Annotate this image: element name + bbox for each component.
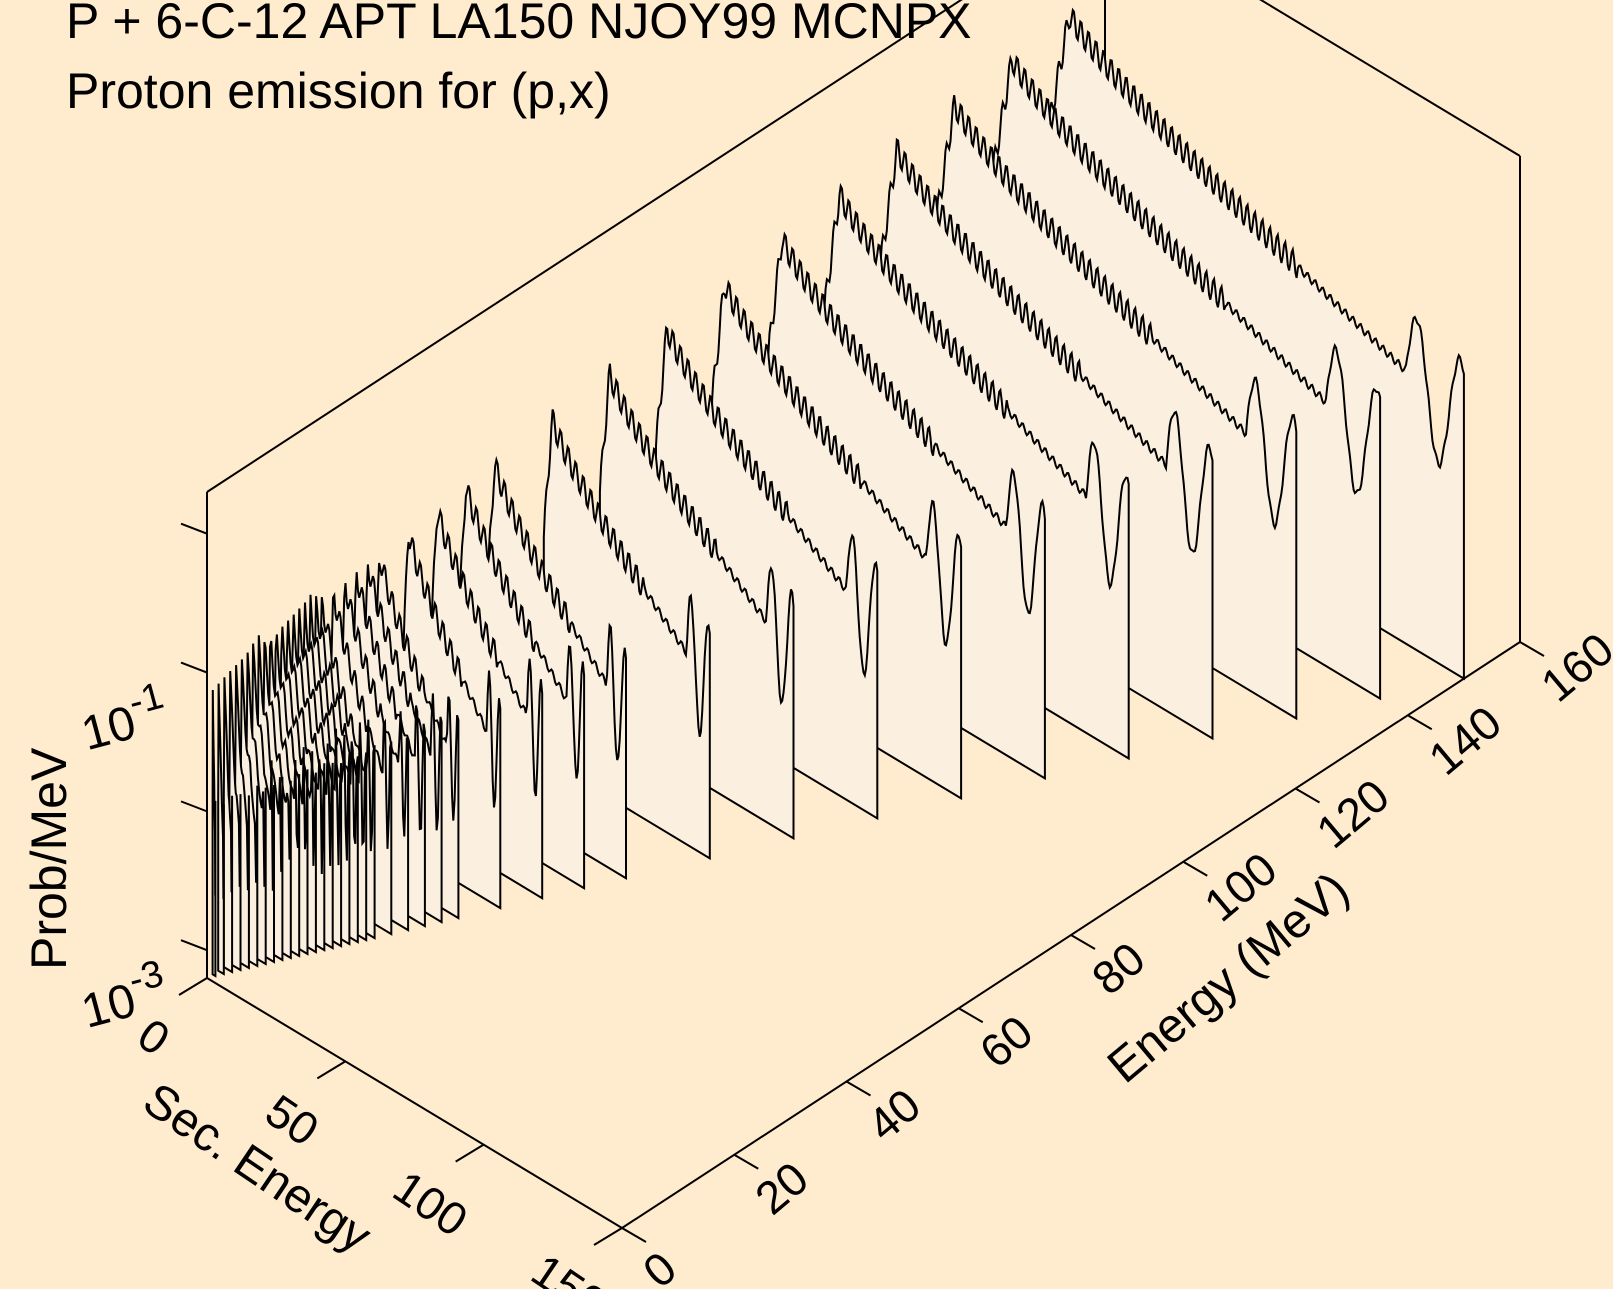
x-axis-line — [206, 977, 623, 1229]
y-tick-label: 60 — [970, 1005, 1043, 1078]
y-tick-label: 20 — [745, 1152, 818, 1225]
y-tick — [1070, 934, 1096, 950]
z-tick — [180, 661, 208, 674]
x-tick — [593, 1227, 623, 1246]
x-tick-label: 100 — [384, 1160, 477, 1246]
y-tick-label: 40 — [858, 1078, 931, 1151]
y-tick — [1519, 641, 1545, 657]
x-axis-label: Sec. Energy — [134, 1073, 380, 1263]
spectra-curves — [211, 7, 1465, 978]
y-tick — [958, 1007, 984, 1024]
spectrum-curve — [222, 677, 234, 974]
y-tick-label: 120 — [1307, 769, 1399, 858]
chart-subtitle: Proton emission for (p,x) — [66, 63, 611, 119]
x-tick — [455, 1143, 485, 1163]
y-tick — [1182, 860, 1208, 877]
x-tick — [316, 1060, 346, 1080]
x-tick — [178, 977, 208, 996]
z-tick — [180, 939, 208, 952]
z-tick — [180, 800, 208, 813]
y-tick-label: 80 — [1082, 932, 1155, 1005]
y-tick — [1407, 714, 1433, 731]
x-tick-label: 150 — [523, 1244, 616, 1289]
box-edge-top-back — [206, 0, 963, 493]
chart-title: P + 6-C-12 APT LA150 NJOY99 MCNPX — [66, 0, 972, 49]
y-tick — [1294, 787, 1321, 804]
spectrum-curve — [211, 689, 217, 978]
y-tick-label: 140 — [1419, 696, 1511, 785]
spectrum-curve — [217, 683, 225, 976]
z-tick — [180, 522, 208, 535]
box-edge-top-right — [1259, 0, 1521, 157]
y-tick-label: 160 — [1531, 622, 1613, 711]
y-tick-label: 0 — [633, 1241, 686, 1289]
z-axis-label: Prob/MeV — [21, 747, 77, 970]
y-tick — [845, 1080, 872, 1097]
z-tick-label: 10-1 — [73, 675, 174, 761]
y-tick — [733, 1153, 759, 1170]
y-tick — [621, 1227, 647, 1243]
